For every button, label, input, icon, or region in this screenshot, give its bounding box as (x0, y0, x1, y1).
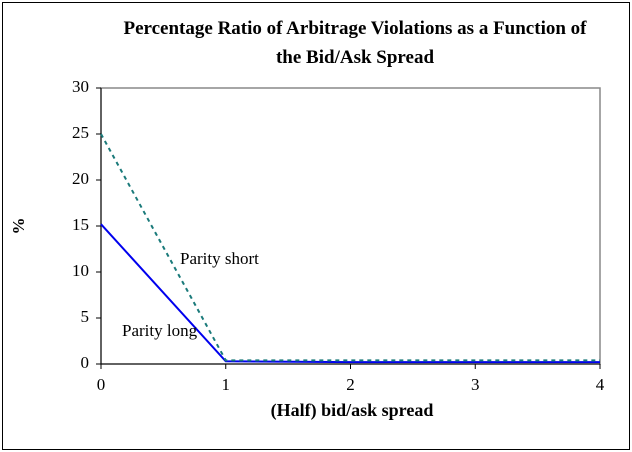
x-tick-label: 4 (596, 375, 605, 394)
series-label: Parity long (122, 321, 198, 340)
y-tick-label: 30 (72, 77, 89, 96)
y-tick-label: 5 (81, 307, 90, 326)
x-tick-label: 0 (97, 375, 106, 394)
x-axis-label: (Half) bid/ask spread (271, 400, 434, 421)
x-tick-label: 2 (346, 375, 355, 394)
series-line (100, 223, 600, 364)
y-tick-label: 25 (72, 123, 89, 142)
x-tick-label: 3 (471, 375, 480, 394)
series-label: Parity short (180, 249, 259, 268)
y-axis-label: % (9, 218, 28, 235)
y-tick-label: 10 (72, 261, 89, 280)
chart-title: Percentage Ratio of Arbitrage Violations… (123, 18, 587, 68)
y-tick-label: 15 (72, 215, 89, 234)
y-tick-label: 20 (72, 169, 89, 188)
y-tick-label: 0 (81, 353, 90, 372)
x-tick-label: 1 (222, 375, 231, 394)
